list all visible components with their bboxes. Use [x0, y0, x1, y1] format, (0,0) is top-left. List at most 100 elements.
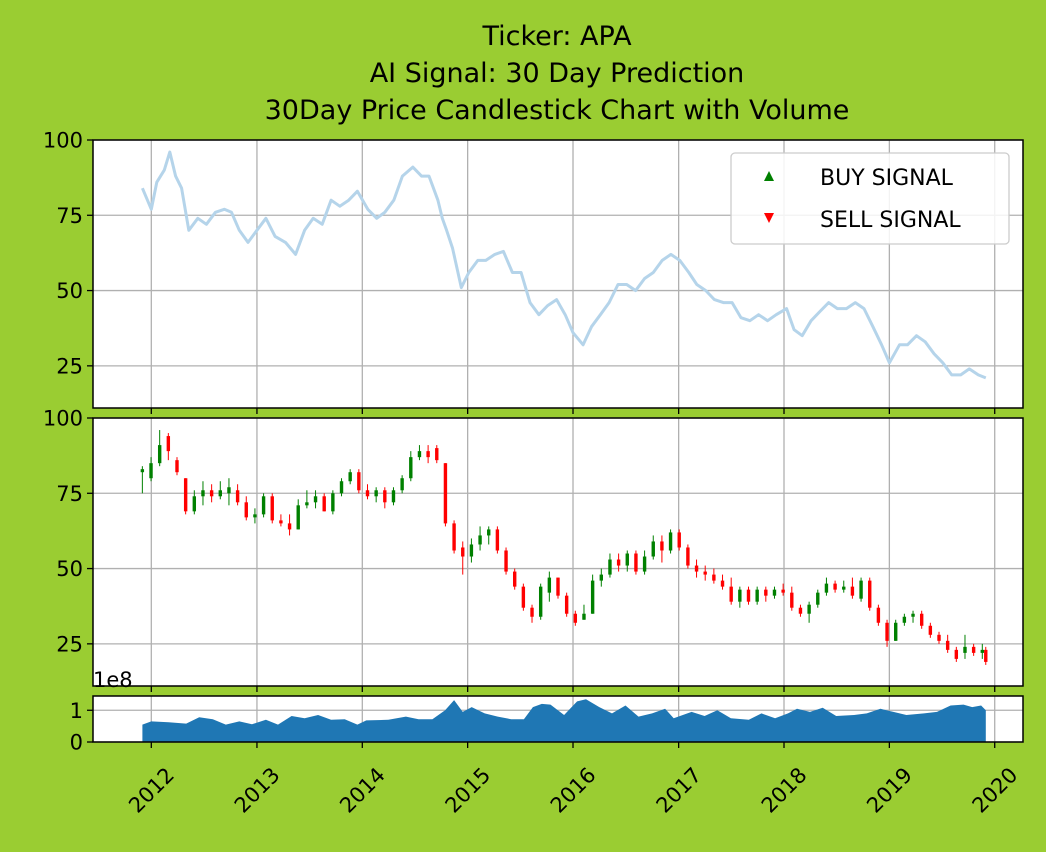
x-tick-label: 2012: [124, 763, 179, 818]
y-tick-label: 25: [56, 632, 83, 656]
close-price-frame: [92, 139, 1024, 409]
candle-body: [919, 613, 924, 626]
close-price-line: [141, 150, 987, 380]
candle-body: [634, 553, 638, 572]
y-tick-label: 100: [43, 129, 83, 153]
candle-body: [816, 592, 820, 605]
candle-body: [868, 580, 872, 608]
candle-body: [712, 574, 716, 581]
volume-frame: [92, 695, 1024, 743]
candle-body: [686, 547, 690, 566]
candle-body: [928, 625, 933, 635]
candle-body: [971, 646, 976, 653]
candle-body: [984, 649, 988, 662]
candle-body: [547, 577, 552, 593]
y-tick-label: 25: [56, 354, 83, 378]
candle-body: [798, 607, 803, 614]
candle-body: [513, 571, 517, 587]
candle-body: [469, 544, 474, 557]
candle-body: [642, 556, 647, 572]
close-price-panel: 25 50 75 100 BUY SIGNAL SELL SIGNAL: [43, 129, 1024, 409]
candlestick-y-axis: 25 50 75 100: [43, 407, 93, 656]
candle-body: [538, 586, 543, 617]
chart-title: Ticker: APA AI Signal: 30 Day Prediction…: [265, 21, 850, 126]
x-tick-label: 2015: [441, 763, 496, 818]
candle-body: [183, 478, 188, 512]
candle-body: [781, 589, 785, 593]
candle-body: [703, 571, 707, 575]
candle-body: [651, 541, 655, 557]
candle-body: [175, 460, 179, 473]
candle-body: [383, 490, 387, 503]
title-line-description: 30Day Price Candlestick Chart with Volum…: [265, 95, 850, 126]
candle-body: [911, 613, 915, 617]
candle-body: [833, 583, 837, 590]
candle-body: [331, 493, 335, 512]
candle-body: [227, 487, 231, 494]
candle-body: [980, 649, 985, 653]
candle-body: [850, 586, 855, 596]
candle-body: [192, 496, 197, 512]
candle-body: [521, 586, 526, 608]
candle-body: [764, 589, 768, 596]
candle-body: [963, 646, 967, 653]
candle-body: [824, 583, 829, 593]
candle-body: [357, 472, 361, 491]
candle-body: [157, 445, 162, 464]
candle-body: [400, 478, 404, 491]
y-tick-label: 75: [56, 482, 83, 506]
candle-body: [859, 580, 863, 599]
candle-body: [937, 634, 941, 641]
candle-body: [746, 589, 751, 602]
title-line-signal: AI Signal: 30 Day Prediction: [370, 58, 745, 89]
candle-body: [599, 574, 603, 581]
y-tick-label: 75: [56, 204, 83, 228]
candle-body: [339, 481, 344, 494]
candlestick-frame: [92, 417, 1024, 687]
legend-sell-label: SELL SIGNAL: [820, 208, 961, 233]
candle-body: [660, 541, 664, 551]
candle-body: [253, 514, 257, 518]
candlestick-plot-area: [93, 418, 1023, 686]
volume-panel: 01 1e8: [70, 668, 1024, 755]
candle-body: [209, 490, 214, 497]
candle-body: [772, 589, 777, 596]
y-tick-label: 1: [70, 699, 83, 723]
x-tick-label: 2020: [968, 763, 1023, 818]
candle-body: [235, 490, 240, 503]
x-tick-label: 2019: [862, 763, 917, 818]
candle-body: [218, 490, 222, 497]
candle-body: [530, 607, 534, 617]
candle-body: [435, 448, 439, 461]
candle-body: [885, 622, 889, 641]
candle-body: [616, 559, 621, 566]
candle-body: [409, 457, 413, 479]
candle-body: [426, 451, 430, 458]
close-price-y-axis: 25 50 75 100: [43, 129, 93, 378]
x-tick-label: 2017: [652, 763, 707, 818]
candle-body: [954, 649, 959, 659]
candle-body: [755, 589, 759, 602]
candle-body: [443, 463, 448, 524]
candle-body: [244, 502, 248, 518]
candle-body: [305, 502, 309, 506]
y-tick-label: 100: [43, 407, 83, 431]
volume-area: [142, 699, 986, 742]
candle-body: [729, 586, 733, 602]
candle-body: [720, 580, 725, 587]
candle-body: [201, 490, 205, 497]
candle-body: [625, 553, 629, 566]
candle-body: [842, 586, 846, 590]
candle-body: [902, 616, 907, 623]
candle-body: [807, 604, 811, 614]
y-tick-label: 0: [70, 731, 83, 755]
candle-body: [573, 613, 578, 623]
candle-body: [166, 436, 171, 452]
candle-body: [590, 580, 595, 614]
candle-body: [478, 535, 482, 545]
legend-buy-label: BUY SIGNAL: [820, 166, 954, 191]
signal-legend: BUY SIGNAL SELL SIGNAL: [730, 152, 1010, 245]
candle-body: [694, 565, 699, 572]
candle-body: [261, 496, 266, 515]
